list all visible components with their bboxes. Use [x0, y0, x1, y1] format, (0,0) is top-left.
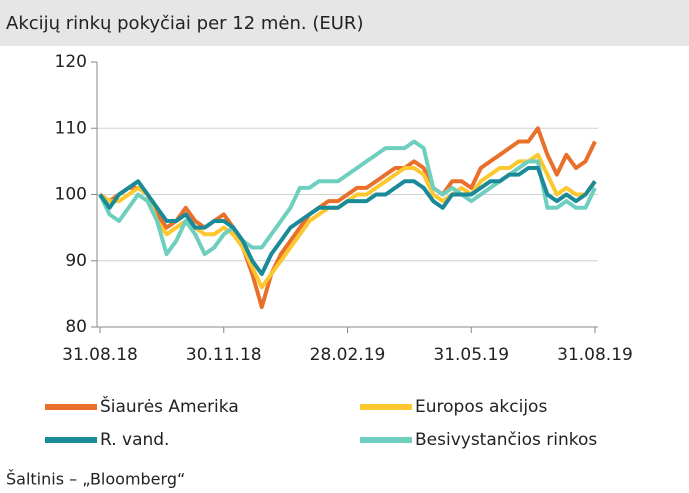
legend-label: Europos akcijos: [415, 397, 547, 417]
x-tick-label: 30.11.18: [186, 345, 262, 365]
x-tick-label: 31.08.18: [62, 345, 138, 365]
chart-title: Akcijų rinkų pokyčiai per 12 mėn. (EUR): [6, 13, 363, 34]
legend-label: R. vand.: [100, 430, 169, 450]
series-line: [98, 166, 597, 276]
legend-label: Šiaurės Amerika: [100, 395, 239, 417]
x-tick-label: 31.08.19: [557, 345, 633, 365]
legend-label: Besivystančios rinkos: [415, 430, 597, 450]
y-tick-label: 80: [65, 317, 87, 337]
series-line: [98, 126, 597, 310]
y-tick-label: 90: [65, 251, 87, 271]
header-band: [0, 0, 689, 46]
y-tick-label: 120: [55, 52, 87, 72]
y-tick-label: 100: [55, 185, 87, 205]
x-tick-label: 28.02.19: [310, 345, 386, 365]
source: Šaltinis – „Bloomberg“: [6, 470, 185, 489]
y-tick-label: 110: [55, 118, 87, 138]
series-line: [98, 139, 597, 257]
x-tick-label: 31.05.19: [433, 345, 509, 365]
